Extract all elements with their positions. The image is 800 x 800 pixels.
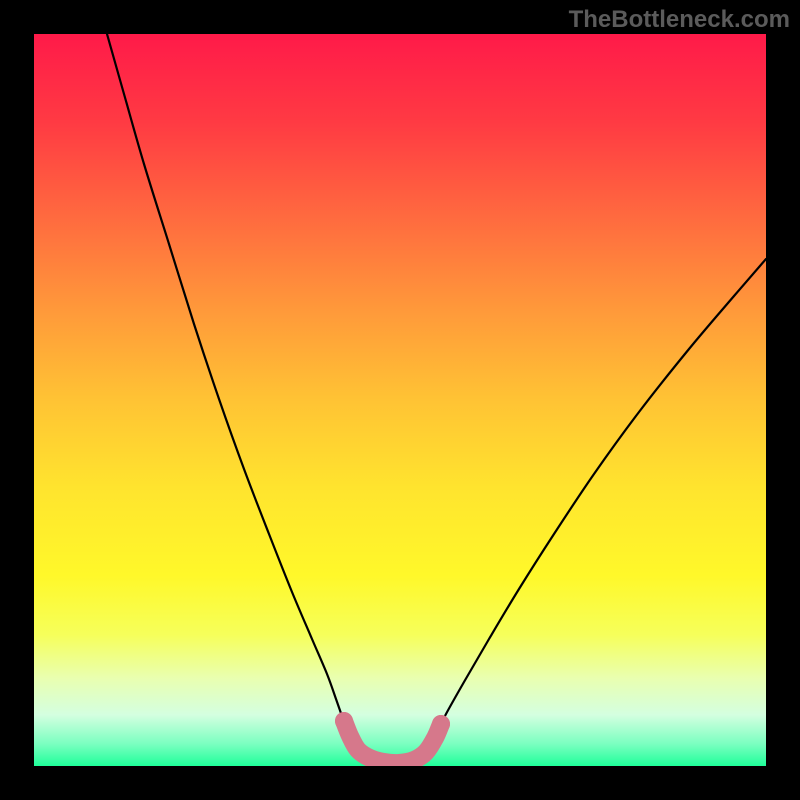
gradient-background bbox=[34, 34, 766, 766]
chart-frame: TheBottleneck.com bbox=[0, 0, 800, 800]
watermark-text: TheBottleneck.com bbox=[569, 6, 790, 34]
valley-marker bbox=[335, 712, 353, 730]
plot-area bbox=[34, 34, 766, 766]
chart-svg bbox=[34, 34, 766, 766]
valley-marker bbox=[432, 715, 450, 733]
